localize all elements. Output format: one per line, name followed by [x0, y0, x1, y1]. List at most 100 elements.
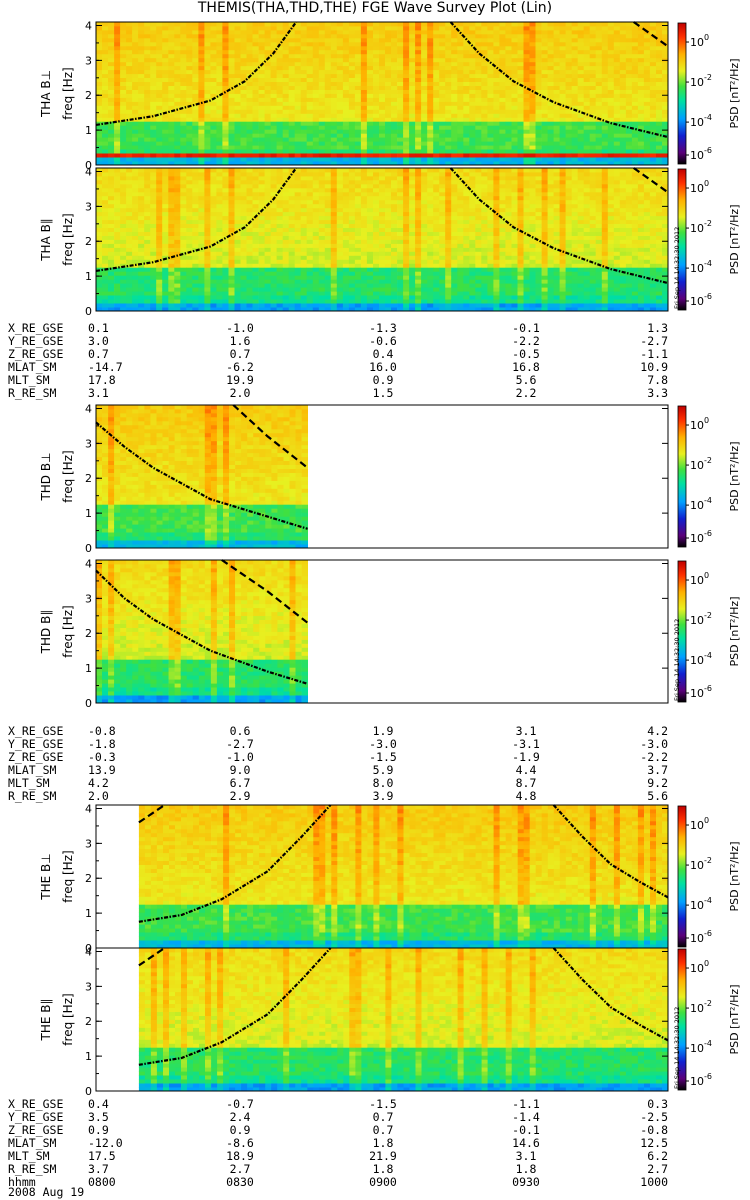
ephemeris-row: R_RE_SM 2.0 2.9 3.9 4.8 5.6	[0, 790, 750, 803]
ephemeris-value: -3.0	[369, 737, 397, 751]
ephemeris-value: -0.5	[512, 347, 540, 361]
ephemeris-value: 5.6	[647, 789, 668, 803]
ephemeris-value: -0.8	[88, 724, 116, 738]
colorbar-tick-label: 10-6	[690, 684, 712, 700]
ephemeris-value: 21.9	[369, 1149, 397, 1163]
ephemeris-label: MLT_SM	[8, 776, 50, 790]
ephemeris-value: 0.7	[229, 347, 251, 361]
y-tick-label: 0	[85, 159, 92, 172]
ephemeris-row: MLT_SM 17.8 19.9 0.9 5.6 7.8	[0, 374, 750, 387]
ephemeris-value: 3.7	[647, 763, 668, 777]
y-tick-label: 3	[85, 592, 92, 605]
y-tick-label: 2	[85, 872, 92, 885]
ephemeris-label: Y_RE_GSE	[8, 334, 64, 348]
ephemeris-label: MLAT_SM	[8, 360, 57, 374]
colorbar	[677, 168, 687, 311]
y-tick-label: 0	[85, 1085, 92, 1098]
ephemeris-row: Y_RE_GSE 3.5 2.4 0.7 -1.4 -2.5	[0, 1111, 750, 1124]
ephemeris-value: -1.4	[512, 1110, 540, 1124]
colorbar-label: PSD [nT²/Hz]	[728, 984, 741, 1054]
ephemeris-value: 3.1	[515, 1149, 537, 1163]
ephemeris-value: 0900	[369, 1175, 397, 1189]
colorbar-tick-label: 10-4	[690, 113, 712, 129]
spectrogram-panel: 0 1 2 3 4 freq [Hz] THE B∥ 100 10-2 10-4 10-6 PSD […	[39, 945, 741, 1098]
ephemeris-row: MLT_SM 17.5 18.9 21.9 3.1 6.2	[0, 1150, 750, 1163]
ephemeris-value: -8.6	[226, 1136, 254, 1150]
ephemeris-value: 1.9	[372, 724, 394, 738]
ephemeris-value: 0800	[88, 1175, 116, 1189]
ephemeris-value: 0.4	[88, 1097, 109, 1111]
ephemeris-label: R_RE_SM	[8, 386, 57, 400]
ephemeris-value: -12.0	[88, 1136, 123, 1150]
gyro-curve	[95, 421, 308, 530]
spectrogram-cells	[96, 168, 669, 312]
ephemeris-value: 3.9	[372, 789, 394, 803]
ephemeris-value: -1.5	[369, 750, 397, 764]
ephemeris-value: 16.8	[512, 360, 540, 374]
ephemeris-value: 0930	[512, 1175, 540, 1189]
ephemeris-value: 5.6	[515, 373, 537, 387]
ephemeris-value: -2.2	[640, 750, 668, 764]
y-tick-label: 4	[85, 165, 92, 178]
ephemeris-value: 4.2	[88, 776, 109, 790]
ephemeris-value: -1.0	[226, 750, 254, 764]
ephemeris-row: MLAT_SM -14.7 -6.2 16.0 16.8 10.9	[0, 361, 750, 374]
spectrogram-panel: 0 1 2 3 4 freq [Hz] THE B⊥ 100 10-2 10-4 10-6 PSD […	[39, 802, 741, 955]
y-tick-label: 4	[85, 19, 92, 32]
ephemeris-value: 2.9	[229, 789, 251, 803]
gyro-curve	[449, 167, 669, 285]
ephemeris-value: -1.9	[512, 750, 540, 764]
colorbar-tick-label: 10-2	[690, 73, 712, 89]
ephemeris-value: -2.5	[640, 1110, 668, 1124]
ephemeris-label: X_RE_GSE	[8, 321, 64, 335]
spectrogram-cells	[96, 560, 308, 704]
ephemeris-value: -0.1	[512, 321, 540, 335]
ephemeris-value: 0.9	[229, 1123, 251, 1137]
ephemeris-value: 1000	[640, 1175, 668, 1189]
ephemeris-value: 0.7	[88, 347, 109, 361]
y-tick-label: 3	[85, 200, 92, 213]
spectrogram-cells	[138, 805, 669, 949]
y-tick-label: 0	[85, 542, 92, 555]
panel-label: THE B∥	[39, 999, 53, 1042]
ephemeris-value: -1.1	[640, 347, 668, 361]
gyro-curve-dashed	[232, 404, 309, 469]
ephemeris-row: R_RE_SM 3.1 2.0 1.5 2.2 3.3	[0, 387, 750, 400]
ephemeris-row: X_RE_GSE -0.8 0.6 1.9 3.1 4.2	[0, 725, 750, 738]
ephemeris-value: -6.2	[226, 360, 254, 374]
panel-label: THD B⊥	[39, 452, 53, 501]
colorbar-tick-label: 10-4	[690, 259, 712, 275]
ephemeris-value: -3.1	[512, 737, 540, 751]
ephemeris-value: 19.9	[226, 373, 254, 387]
colorbar-tick-label: 10-4	[690, 651, 712, 667]
ephemeris-value: 7.8	[647, 373, 668, 387]
ephemeris-value: -1.5	[369, 1097, 397, 1111]
y-tick-label: 2	[85, 235, 92, 248]
ephemeris-value: -0.1	[512, 1123, 540, 1137]
ephemeris-row: MLAT_SM 13.9 9.0 5.9 4.4 3.7	[0, 764, 750, 777]
colorbar	[677, 805, 687, 948]
ephemeris-value: -0.3	[88, 750, 116, 764]
ephemeris-value: 4.4	[515, 763, 537, 777]
ephemeris-row: Z_RE_GSE 0.7 0.7 0.4 -0.5 -1.1	[0, 348, 750, 361]
colorbar-tick-label: 100	[690, 416, 709, 432]
ephemeris-value: -0.8	[640, 1123, 668, 1137]
y-axis-label: freq [Hz]	[61, 450, 75, 502]
ephemeris-label: MLT_SM	[8, 1149, 50, 1163]
y-tick-label: 3	[85, 54, 92, 67]
gyro-curve	[138, 804, 332, 923]
gyro-curve	[95, 569, 308, 685]
panel-frame	[95, 167, 669, 312]
ephemeris-value: -0.6	[369, 334, 397, 348]
colorbar-tick-label: 100	[690, 179, 709, 195]
ephemeris-value: 0.9	[372, 373, 394, 387]
colorbar-tick-label: 100	[690, 571, 709, 587]
ephemeris-value: 4.2	[647, 724, 668, 738]
gyro-curve	[449, 21, 669, 139]
colorbar-tick-label: 10-6	[690, 929, 712, 945]
ephemeris-value: 0.1	[88, 321, 109, 335]
gyro-curve	[95, 167, 298, 272]
y-tick-label: 4	[85, 557, 92, 570]
ephemeris-label: Y_RE_GSE	[8, 1110, 64, 1124]
